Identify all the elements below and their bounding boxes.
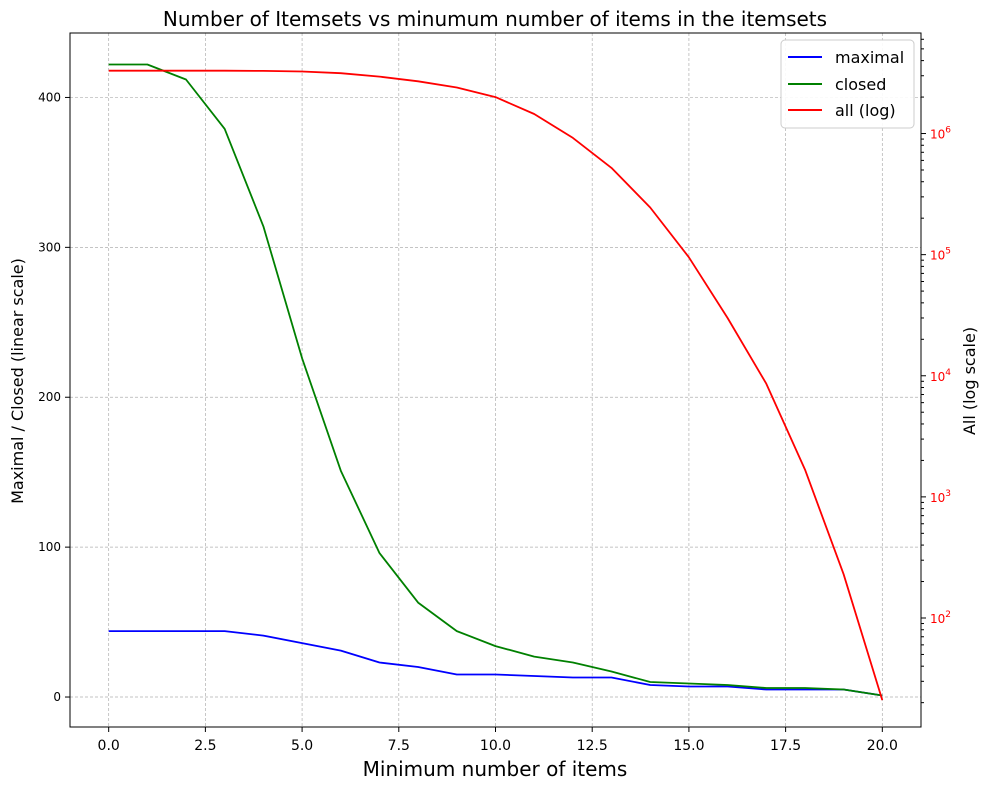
- grid: [70, 33, 921, 727]
- y-right-tick-label: 102: [930, 610, 951, 626]
- series-line-closed: [108, 63, 883, 697]
- x-tick-label: 15.0: [673, 738, 704, 754]
- legend: maximal closed all (log): [780, 39, 915, 129]
- x-axis: 0.0 2.5 5.0 7.5 10.0 12.5 15.0 17.5 20.0: [98, 727, 898, 754]
- legend-label-maximal: maximal: [835, 48, 904, 67]
- y-axis-right-label: All (log scale): [960, 327, 979, 435]
- x-tick-label: 5.0: [291, 738, 313, 754]
- y-right-tick-label: 103: [930, 489, 951, 505]
- chart-title: Number of Itemsets vs minumum number of …: [163, 7, 827, 31]
- legend-label-all-log: all (log): [835, 101, 896, 120]
- legend-label-closed: closed: [835, 75, 886, 94]
- legend-box: [780, 39, 915, 129]
- x-tick-label: 2.5: [194, 738, 216, 754]
- y-right-tick-label: 106: [930, 126, 951, 142]
- y-axis-left-label: Maximal / Closed (linear scale): [8, 258, 27, 504]
- y-left-tick-label: 300: [38, 240, 61, 254]
- x-tick-label: 17.5: [770, 738, 801, 754]
- series-lines: [108, 63, 884, 701]
- x-tick-label: 12.5: [577, 738, 608, 754]
- series-line-maximal: [108, 630, 883, 697]
- x-tick-label: 0.0: [98, 738, 120, 754]
- y-axis-right: 102 103 104 105 106: [921, 38, 951, 704]
- y-axis-left: 0 100 200 300 400: [38, 90, 70, 704]
- y-right-tick-label: 104: [930, 368, 951, 384]
- y-left-tick-label: 200: [38, 390, 61, 404]
- x-tick-label: 20.0: [867, 738, 898, 754]
- x-axis-label: Minimum number of items: [363, 757, 628, 781]
- y-left-tick-label: 100: [38, 540, 61, 554]
- series-line-all-log: [108, 69, 884, 701]
- y-left-tick-label: 0: [53, 690, 61, 704]
- y-left-tick-label: 400: [38, 90, 61, 104]
- x-tick-label: 10.0: [480, 738, 511, 754]
- x-tick-label: 7.5: [388, 738, 410, 754]
- y-right-tick-label: 105: [930, 247, 951, 263]
